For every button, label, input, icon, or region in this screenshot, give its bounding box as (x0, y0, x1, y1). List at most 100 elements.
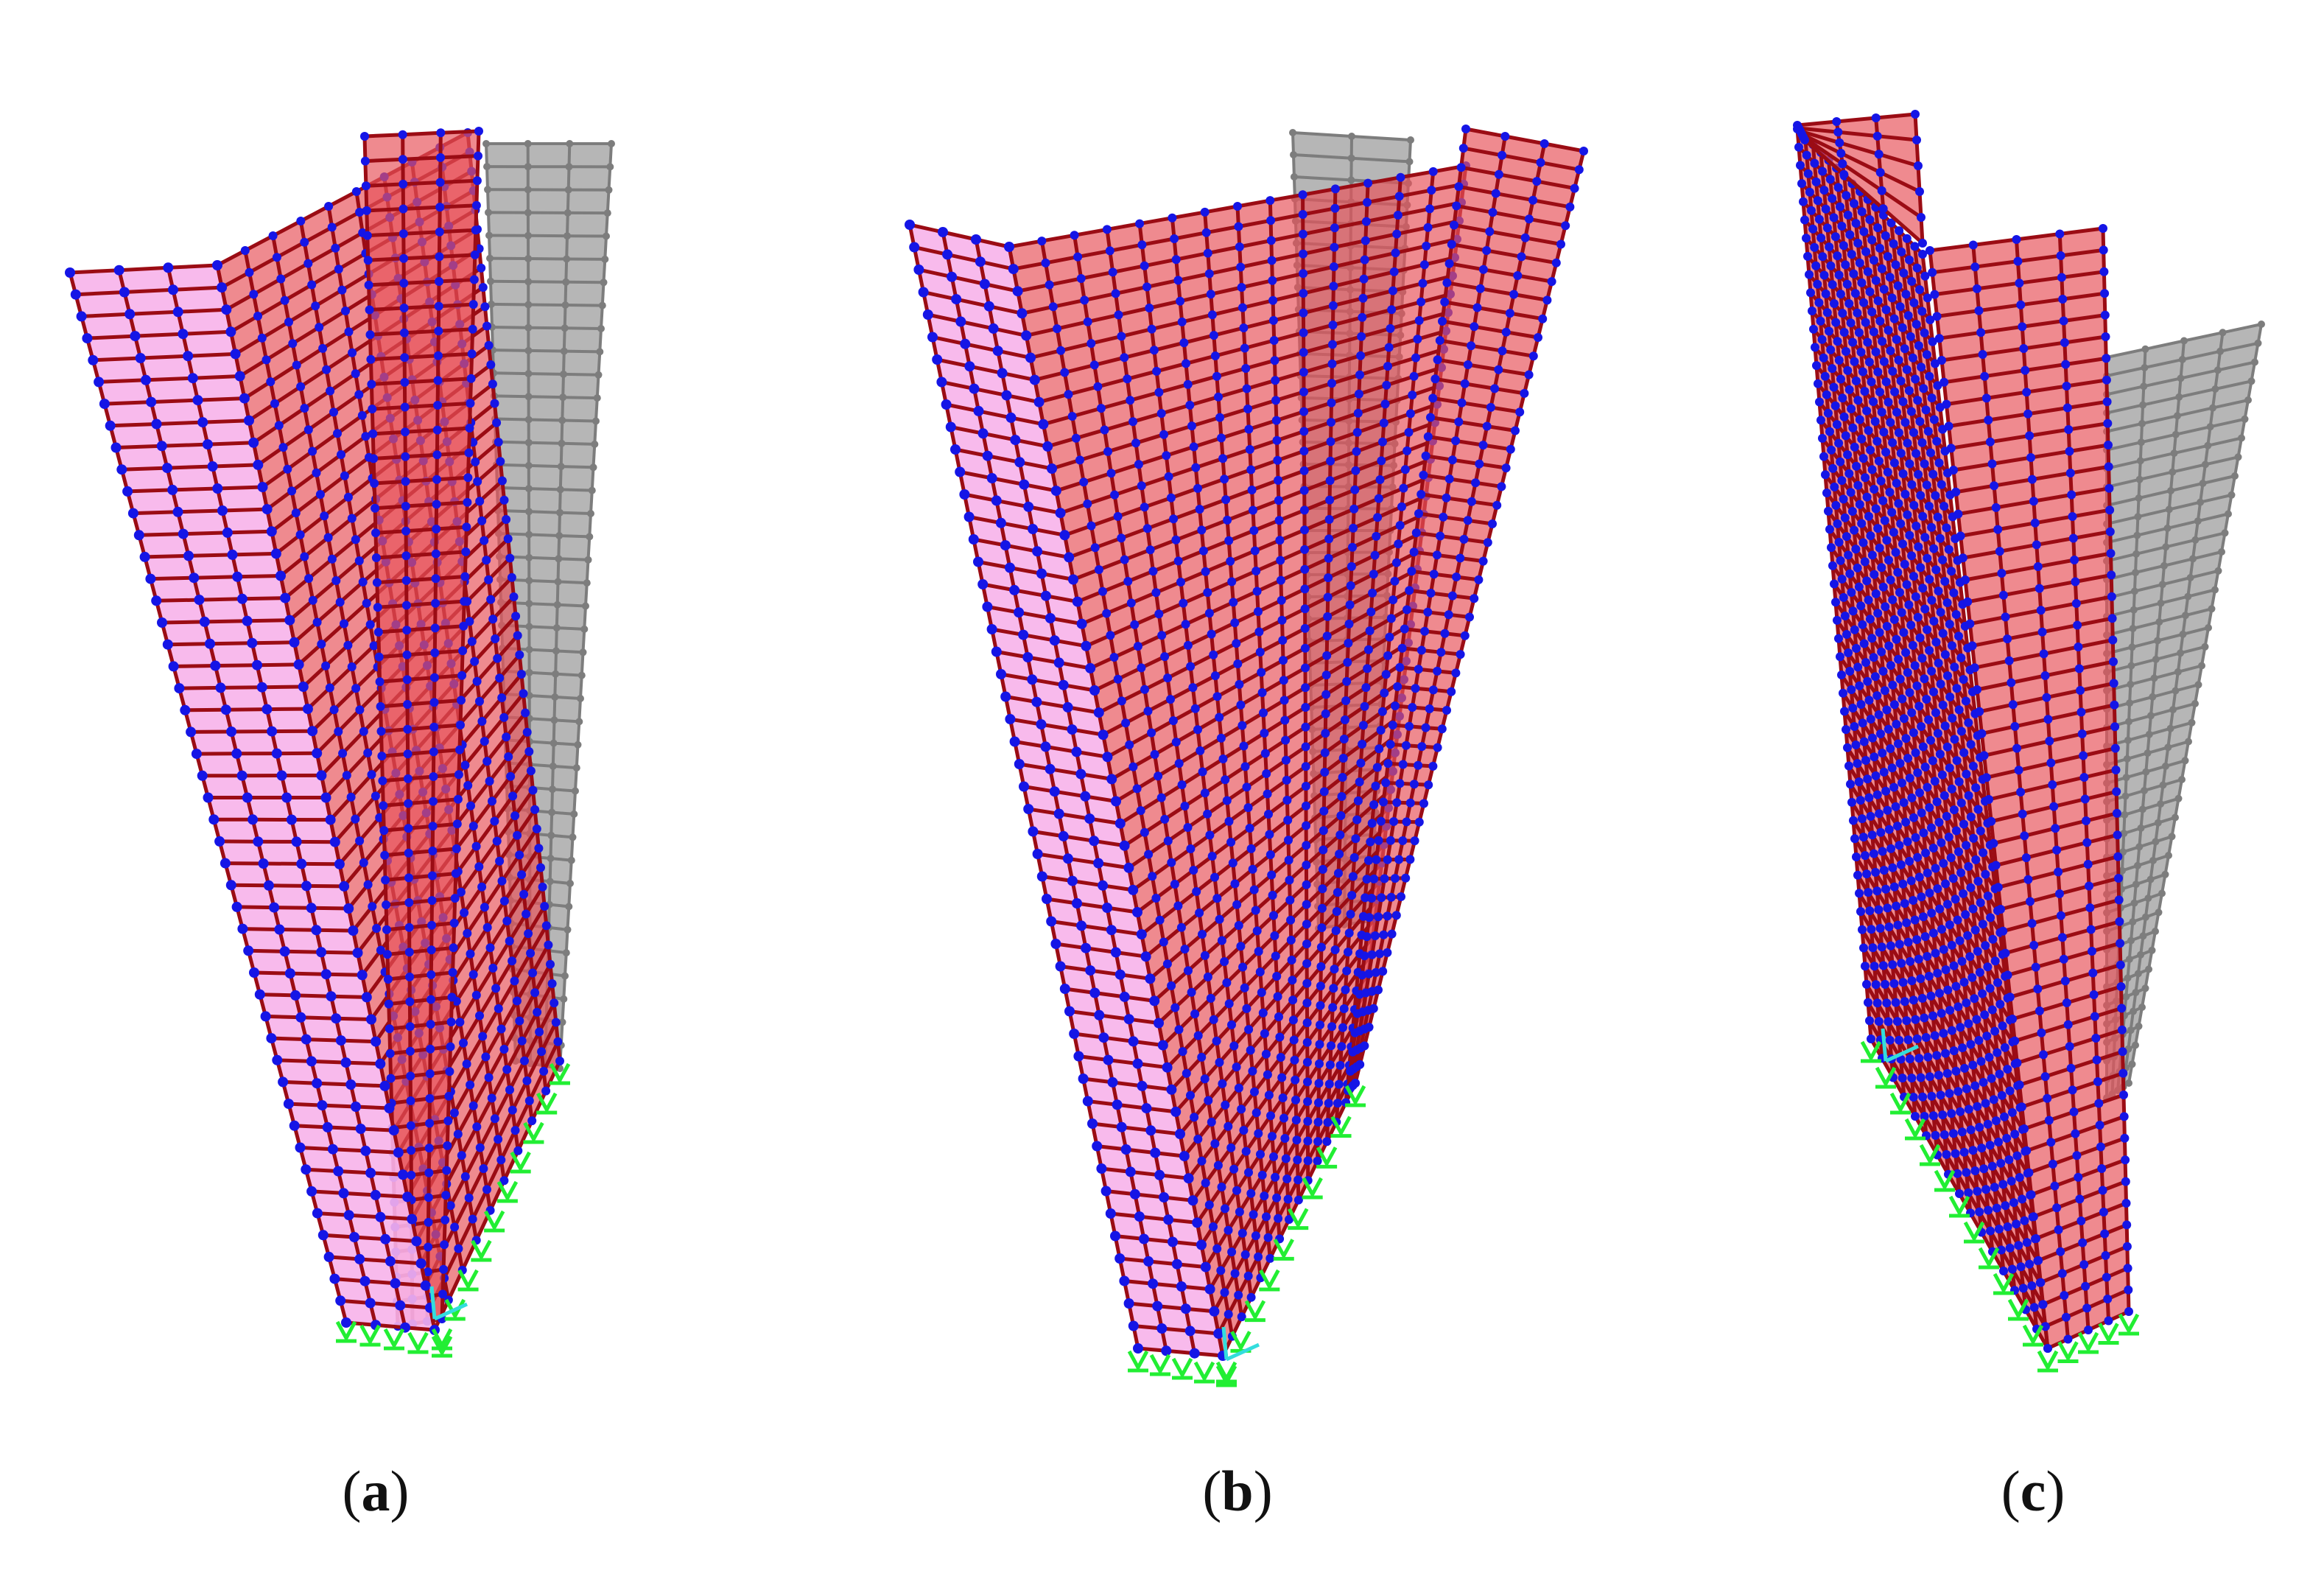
flange-wall-front-node (2068, 512, 2077, 521)
web-wall-node (1868, 733, 1877, 743)
flange-wall-back-node (1170, 234, 1179, 243)
web-wall-node (1424, 780, 1433, 790)
web-wall-gridline (1444, 300, 1543, 321)
web-wall-node (1871, 347, 1881, 357)
flange-wall-front-node (1110, 947, 1121, 958)
flange-wall-back-node (1200, 950, 1210, 960)
flange-wall-front-node (1085, 662, 1096, 673)
flange-wall-back-node (1186, 844, 1196, 853)
flange-wall-back-node (1140, 827, 1149, 837)
web-wall-node (428, 822, 438, 831)
flange-wall-front-node (977, 428, 989, 439)
flange-wall-front-node (1984, 795, 1993, 804)
axis-x-line (1884, 1044, 1920, 1063)
flange-wall-front-node (407, 1214, 418, 1225)
web-wall-node (1895, 841, 1904, 850)
flange-wall-back-node (1246, 844, 1256, 853)
flange-wall-front-gridline (236, 905, 349, 911)
flange-wall-back-node (1200, 788, 1210, 798)
flange-wall-back-node (1246, 465, 1256, 475)
web-wall-node (1924, 971, 1934, 981)
undeformed-wall-node (1347, 176, 1355, 184)
undeformed-wall-node (2197, 498, 2205, 506)
flange-wall-back-node (528, 968, 538, 978)
support-symbol (1963, 1221, 1985, 1244)
flange-wall-back-node (1353, 796, 1363, 805)
flange-wall-front-node (1166, 1084, 1177, 1095)
undeformed-wall-node (564, 232, 571, 240)
flange-wall-back-node (1399, 483, 1408, 493)
web-wall-node (1826, 261, 1836, 270)
web-wall-gridline (379, 648, 463, 659)
web-wall-gridline (372, 401, 471, 411)
web-wall-node (1833, 519, 1842, 528)
web-wall-gridline (374, 500, 468, 511)
flange-wall-front-gridline (110, 419, 250, 428)
flange-top-return-gridline (1800, 129, 1919, 168)
flange-wall-back-node (490, 399, 499, 408)
web-wall-node (407, 1170, 416, 1180)
web-wall-node (1863, 676, 1872, 686)
flange-wall-front-gridline (982, 582, 1078, 604)
web-wall-node (1968, 761, 1978, 771)
web-wall-node (1828, 561, 1837, 570)
web-wall-node (1881, 231, 1890, 240)
web-wall-node (1913, 852, 1923, 862)
side-supports (431, 1062, 571, 1351)
flange-wall-back-node (1279, 676, 1288, 685)
flange-wall-back-node (484, 1073, 494, 1082)
flange-wall-front-node (2124, 1307, 2133, 1316)
flange-wall-back-node (1349, 852, 1359, 862)
flange-wall-back-node (485, 777, 494, 786)
web-wall-node (1574, 165, 1584, 175)
flange-wall-front-node (1196, 1239, 1207, 1250)
flange-wall-back-node (1167, 858, 1176, 867)
web-wall-node (401, 502, 410, 511)
flange-wall-front-node (2025, 431, 2035, 441)
web-wall-node (1451, 668, 1461, 678)
flange-wall-back-node (1150, 749, 1159, 759)
flange-wall-back-node (1342, 676, 1352, 686)
web-wall-node (1853, 480, 1863, 490)
web-wall-node (1966, 812, 1976, 822)
flange-wall-front-node (1974, 306, 1984, 315)
web-wall-node (1894, 355, 1903, 365)
undeformed-wall-node (2130, 899, 2138, 907)
flange-wall-back-node (1403, 446, 1412, 455)
flange-wall-back-node (1140, 685, 1149, 694)
web-wall-node (1937, 925, 1946, 934)
web-wall-node (1497, 482, 1506, 491)
web-wall-node (1428, 393, 1438, 403)
flange-wall-front-node (1114, 969, 1126, 980)
flange-wall-back-node (1303, 1097, 1313, 1107)
web-wall-node (427, 920, 437, 930)
web-wall-node (1931, 359, 1939, 368)
web-wall-gridline (366, 203, 477, 213)
web-wall-node (1850, 357, 1859, 366)
web-wall-node (371, 503, 380, 513)
web-wall-node (1917, 307, 1927, 316)
undeformed-wall-node (2214, 366, 2222, 374)
web-wall-node (1934, 1071, 1943, 1080)
web-wall-gridline (1388, 761, 1433, 769)
flange-wall-back-node (479, 1164, 488, 1173)
web-wall-node (1428, 685, 1438, 695)
web-wall-node (1943, 671, 1952, 681)
support-symbol (1875, 1066, 1897, 1089)
flange-wall-front-node (2040, 1322, 2050, 1331)
web-wall-node (1374, 985, 1383, 995)
support-symbol (1860, 1040, 1882, 1063)
flange-wall-back-node (1221, 1100, 1230, 1110)
flange-wall-front-node (2039, 649, 2049, 659)
flange-wall-front-node (1184, 1326, 1196, 1337)
flange-wall-back-node (502, 732, 511, 742)
web-wall-gridline (1420, 492, 1498, 508)
web-wall-node (1397, 643, 1407, 653)
web-wall-node (374, 652, 384, 662)
web-wall-node (1842, 725, 1850, 735)
flange-wall-back-node (1351, 466, 1361, 475)
flange-wall-back-node (1154, 609, 1164, 619)
flange-wall-back-node (522, 727, 532, 737)
flange-wall-back-node (1320, 768, 1330, 777)
flange-wall-back-node (488, 796, 496, 806)
